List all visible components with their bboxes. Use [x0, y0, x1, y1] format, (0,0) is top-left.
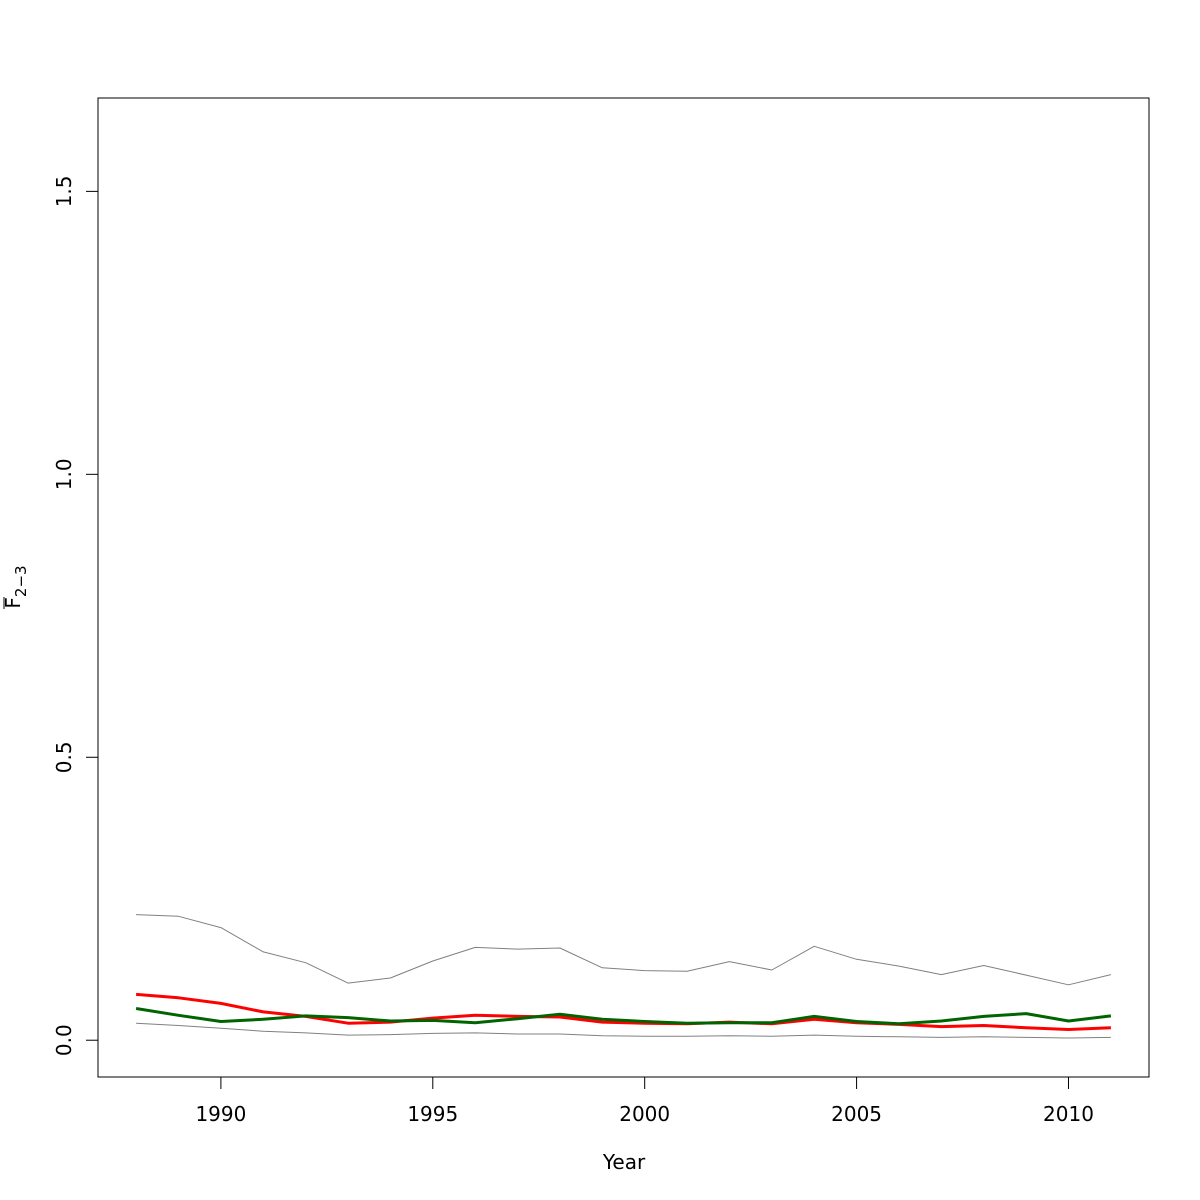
- series-layer: [135, 914, 1112, 1039]
- x-tick-label: 2000: [619, 1102, 670, 1126]
- x-axis: 1990 1995 2000 2005 2010: [195, 1076, 1094, 1126]
- y-tick-label: 0.5: [52, 741, 76, 773]
- y-axis-title-subscript: 2−3: [12, 565, 30, 597]
- x-axis-title: Year: [602, 1150, 646, 1174]
- x-tick-label: 1990: [195, 1102, 246, 1126]
- x-tick-label: 2010: [1043, 1102, 1094, 1126]
- y-tick-label: 1.0: [52, 458, 76, 490]
- y-tick-label: 1.5: [52, 175, 76, 207]
- series-line-4: [135, 1007, 1112, 1026]
- y-axis-title: F2−3: [1, 565, 30, 608]
- series-line-2: [136, 1022, 1111, 1039]
- y-tick-label: 0.0: [52, 1024, 76, 1056]
- series-line-1: [136, 914, 1112, 986]
- y-axis-title-main: F: [1, 597, 25, 609]
- x-tick-label: 2005: [831, 1102, 882, 1126]
- x-tick-label: 1995: [407, 1102, 458, 1126]
- y-axis: 0.0 0.5 1.0 1.5: [52, 175, 99, 1056]
